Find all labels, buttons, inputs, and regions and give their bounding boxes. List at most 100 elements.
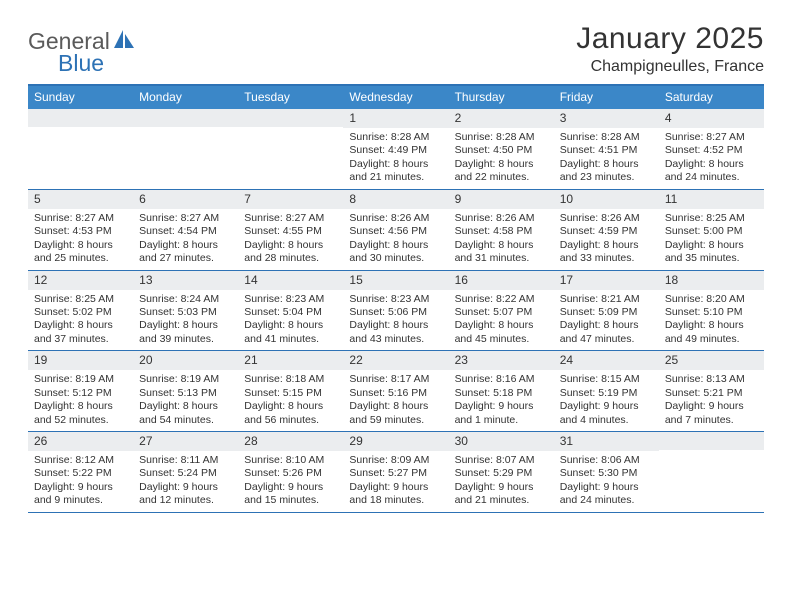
- daylight-text-2: and 27 minutes.: [139, 252, 232, 265]
- day-details: Sunrise: 8:28 AMSunset: 4:49 PMDaylight:…: [343, 128, 448, 189]
- daylight-text-2: and 12 minutes.: [139, 494, 232, 507]
- sunset-text: Sunset: 5:29 PM: [455, 467, 548, 480]
- daylight-text-2: and 1 minute.: [455, 414, 548, 427]
- day-details: Sunrise: 8:26 AMSunset: 4:59 PMDaylight:…: [554, 209, 659, 270]
- day-number: 11: [659, 190, 764, 209]
- day-number: 10: [554, 190, 659, 209]
- day-cell: 31Sunrise: 8:06 AMSunset: 5:30 PMDayligh…: [554, 432, 659, 512]
- day-cell: 27Sunrise: 8:11 AMSunset: 5:24 PMDayligh…: [133, 432, 238, 512]
- sunset-text: Sunset: 5:13 PM: [139, 387, 232, 400]
- daylight-text-1: Daylight: 8 hours: [560, 319, 653, 332]
- sunrise-text: Sunrise: 8:28 AM: [560, 131, 653, 144]
- day-cell: 28Sunrise: 8:10 AMSunset: 5:26 PMDayligh…: [238, 432, 343, 512]
- day-cell: 19Sunrise: 8:19 AMSunset: 5:12 PMDayligh…: [28, 351, 133, 431]
- day-number: 2: [449, 109, 554, 128]
- day-header: Monday: [133, 86, 238, 109]
- day-number: 21: [238, 351, 343, 370]
- day-cell: 10Sunrise: 8:26 AMSunset: 4:59 PMDayligh…: [554, 190, 659, 270]
- sunrise-text: Sunrise: 8:07 AM: [455, 454, 548, 467]
- day-details: Sunrise: 8:10 AMSunset: 5:26 PMDaylight:…: [238, 451, 343, 512]
- day-cell: 22Sunrise: 8:17 AMSunset: 5:16 PMDayligh…: [343, 351, 448, 431]
- daylight-text-1: Daylight: 9 hours: [665, 400, 758, 413]
- day-cell: 4Sunrise: 8:27 AMSunset: 4:52 PMDaylight…: [659, 109, 764, 189]
- daylight-text-2: and 23 minutes.: [560, 171, 653, 184]
- sunrise-text: Sunrise: 8:10 AM: [244, 454, 337, 467]
- daylight-text-2: and 35 minutes.: [665, 252, 758, 265]
- day-number: 13: [133, 271, 238, 290]
- week-row: 12Sunrise: 8:25 AMSunset: 5:02 PMDayligh…: [28, 271, 764, 352]
- day-details: Sunrise: 8:12 AMSunset: 5:22 PMDaylight:…: [28, 451, 133, 512]
- daylight-text-2: and 47 minutes.: [560, 333, 653, 346]
- daylight-text-1: Daylight: 8 hours: [244, 319, 337, 332]
- daylight-text-2: and 49 minutes.: [665, 333, 758, 346]
- day-details: Sunrise: 8:24 AMSunset: 5:03 PMDaylight:…: [133, 290, 238, 351]
- sunset-text: Sunset: 4:59 PM: [560, 225, 653, 238]
- week-row: 1Sunrise: 8:28 AMSunset: 4:49 PMDaylight…: [28, 109, 764, 190]
- sunrise-text: Sunrise: 8:23 AM: [349, 293, 442, 306]
- sunrise-text: Sunrise: 8:18 AM: [244, 373, 337, 386]
- daylight-text-1: Daylight: 9 hours: [139, 481, 232, 494]
- sunset-text: Sunset: 5:07 PM: [455, 306, 548, 319]
- day-cell: 12Sunrise: 8:25 AMSunset: 5:02 PMDayligh…: [28, 271, 133, 351]
- day-cell: 9Sunrise: 8:26 AMSunset: 4:58 PMDaylight…: [449, 190, 554, 270]
- day-cell: 25Sunrise: 8:13 AMSunset: 5:21 PMDayligh…: [659, 351, 764, 431]
- sunset-text: Sunset: 5:00 PM: [665, 225, 758, 238]
- sunset-text: Sunset: 5:02 PM: [34, 306, 127, 319]
- sunset-text: Sunset: 5:26 PM: [244, 467, 337, 480]
- daylight-text-2: and 54 minutes.: [139, 414, 232, 427]
- week-row: 5Sunrise: 8:27 AMSunset: 4:53 PMDaylight…: [28, 190, 764, 271]
- sunset-text: Sunset: 5:06 PM: [349, 306, 442, 319]
- day-details: Sunrise: 8:17 AMSunset: 5:16 PMDaylight:…: [343, 370, 448, 431]
- daylight-text-1: Daylight: 8 hours: [349, 239, 442, 252]
- day-details: Sunrise: 8:27 AMSunset: 4:55 PMDaylight:…: [238, 209, 343, 270]
- day-details: Sunrise: 8:20 AMSunset: 5:10 PMDaylight:…: [659, 290, 764, 351]
- daylight-text-1: Daylight: 9 hours: [560, 400, 653, 413]
- day-details: Sunrise: 8:09 AMSunset: 5:27 PMDaylight:…: [343, 451, 448, 512]
- sunset-text: Sunset: 5:10 PM: [665, 306, 758, 319]
- sunrise-text: Sunrise: 8:23 AM: [244, 293, 337, 306]
- daylight-text-1: Daylight: 8 hours: [349, 400, 442, 413]
- day-header: Sunday: [28, 86, 133, 109]
- day-number: 31: [554, 432, 659, 451]
- day-number: 7: [238, 190, 343, 209]
- day-cell: 18Sunrise: 8:20 AMSunset: 5:10 PMDayligh…: [659, 271, 764, 351]
- sail-icon: [113, 29, 135, 54]
- daylight-text-2: and 30 minutes.: [349, 252, 442, 265]
- daylight-text-1: Daylight: 9 hours: [244, 481, 337, 494]
- day-number: 28: [238, 432, 343, 451]
- sunrise-text: Sunrise: 8:25 AM: [665, 212, 758, 225]
- day-number: 16: [449, 271, 554, 290]
- daylight-text-2: and 24 minutes.: [665, 171, 758, 184]
- sunset-text: Sunset: 5:27 PM: [349, 467, 442, 480]
- day-number: 1: [343, 109, 448, 128]
- daylight-text-2: and 4 minutes.: [560, 414, 653, 427]
- daylight-text-2: and 31 minutes.: [455, 252, 548, 265]
- day-number: 15: [343, 271, 448, 290]
- daylight-text-2: and 7 minutes.: [665, 414, 758, 427]
- day-number: [238, 109, 343, 127]
- day-cell: 21Sunrise: 8:18 AMSunset: 5:15 PMDayligh…: [238, 351, 343, 431]
- day-cell: 24Sunrise: 8:15 AMSunset: 5:19 PMDayligh…: [554, 351, 659, 431]
- sunrise-text: Sunrise: 8:27 AM: [139, 212, 232, 225]
- day-number: 9: [449, 190, 554, 209]
- sunrise-text: Sunrise: 8:25 AM: [34, 293, 127, 306]
- sunset-text: Sunset: 5:21 PM: [665, 387, 758, 400]
- sunrise-text: Sunrise: 8:22 AM: [455, 293, 548, 306]
- day-details: Sunrise: 8:21 AMSunset: 5:09 PMDaylight:…: [554, 290, 659, 351]
- daylight-text-1: Daylight: 8 hours: [349, 158, 442, 171]
- day-details: Sunrise: 8:11 AMSunset: 5:24 PMDaylight:…: [133, 451, 238, 512]
- daylight-text-1: Daylight: 9 hours: [349, 481, 442, 494]
- day-details: Sunrise: 8:22 AMSunset: 5:07 PMDaylight:…: [449, 290, 554, 351]
- day-number: 24: [554, 351, 659, 370]
- daylight-text-1: Daylight: 8 hours: [139, 239, 232, 252]
- sunset-text: Sunset: 5:04 PM: [244, 306, 337, 319]
- sunset-text: Sunset: 4:51 PM: [560, 144, 653, 157]
- day-details: Sunrise: 8:25 AMSunset: 5:00 PMDaylight:…: [659, 209, 764, 270]
- daylight-text-1: Daylight: 9 hours: [455, 400, 548, 413]
- daylight-text-1: Daylight: 8 hours: [560, 239, 653, 252]
- day-details: Sunrise: 8:26 AMSunset: 4:58 PMDaylight:…: [449, 209, 554, 270]
- day-cell: 5Sunrise: 8:27 AMSunset: 4:53 PMDaylight…: [28, 190, 133, 270]
- sunset-text: Sunset: 4:54 PM: [139, 225, 232, 238]
- day-header: Friday: [554, 86, 659, 109]
- day-details: Sunrise: 8:06 AMSunset: 5:30 PMDaylight:…: [554, 451, 659, 512]
